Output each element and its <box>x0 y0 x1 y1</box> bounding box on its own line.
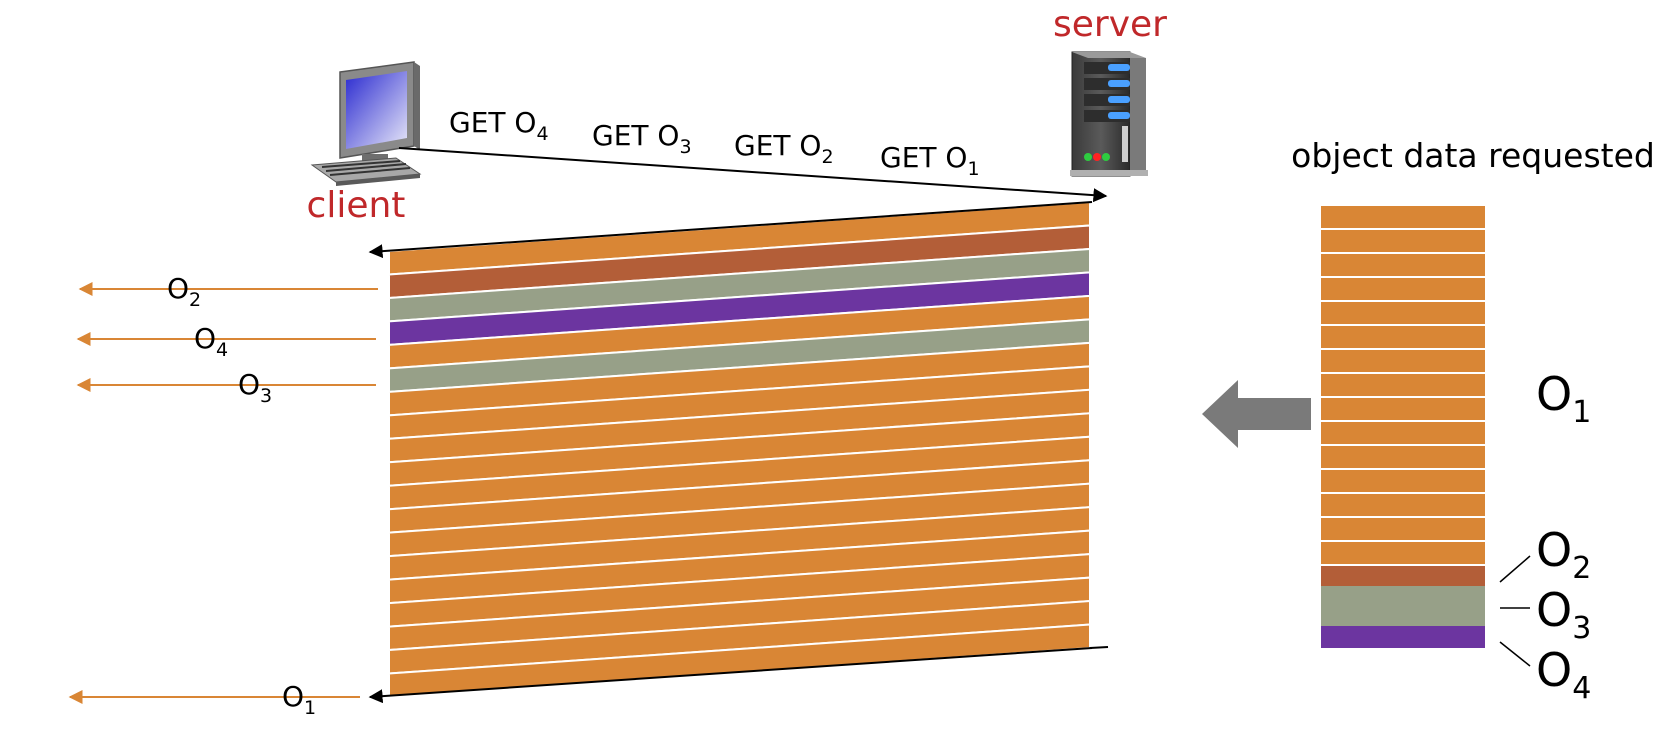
object-frame-o1 <box>1321 398 1485 420</box>
object-frame-o1 <box>1321 494 1485 516</box>
server-icon <box>1070 51 1148 177</box>
request-label-get-o1: GET O1 <box>880 141 980 180</box>
object-frame-o1 <box>1321 206 1485 228</box>
delivery-label-o1: O1 <box>282 680 316 719</box>
object-label-o2: O2 <box>1536 523 1591 586</box>
object-frame-o2 <box>1321 566 1485 588</box>
object-leader-o4 <box>1499 641 1531 667</box>
response-end-arrow <box>368 647 1093 704</box>
delivery-label-o4: O4 <box>194 322 228 361</box>
object-frame-o3 <box>1321 586 1485 608</box>
object-frame-o1 <box>1321 302 1485 324</box>
object-frame-o1 <box>1321 230 1485 252</box>
delivery-label-o2: O2 <box>167 272 201 311</box>
object-frame-o1 <box>1321 350 1485 372</box>
object-frame-o1 <box>1321 278 1485 300</box>
object-label-o1: O1 <box>1536 367 1591 430</box>
object-frame-o3 <box>1321 606 1485 628</box>
client-label: client <box>307 185 406 226</box>
client-computer-icon <box>310 61 422 186</box>
object-frame-o4 <box>1321 626 1485 648</box>
object-frame-o1 <box>1321 422 1485 444</box>
request-label-get-o2: GET O2 <box>734 129 834 168</box>
object-panel-title: object data requested <box>1291 136 1655 175</box>
request-label-get-o4: GET O4 <box>449 106 549 145</box>
object-frame-o1 <box>1321 374 1485 396</box>
object-frame-o1 <box>1321 326 1485 348</box>
object-data-stack <box>1321 206 1485 648</box>
band-end-tick <box>1089 646 1109 649</box>
object-label-o4: O4 <box>1536 643 1591 706</box>
delivery-label-o3: O3 <box>238 368 272 407</box>
object-frame-o1 <box>1321 446 1485 468</box>
server-label: server <box>1053 4 1167 45</box>
request-arrow <box>398 147 1108 203</box>
object-frame-o1 <box>1321 470 1485 492</box>
object-frame-o1 <box>1321 254 1485 276</box>
response-start-arrow <box>368 201 1093 259</box>
response-frame-band <box>388 200 1091 699</box>
big-left-arrow <box>1202 380 1311 448</box>
object-label-o3: O3 <box>1536 583 1591 646</box>
object-leader-o2 <box>1499 555 1531 583</box>
object-frame-o1 <box>1321 542 1485 564</box>
request-label-get-o3: GET O3 <box>592 119 692 158</box>
object-frame-o1 <box>1321 518 1485 540</box>
